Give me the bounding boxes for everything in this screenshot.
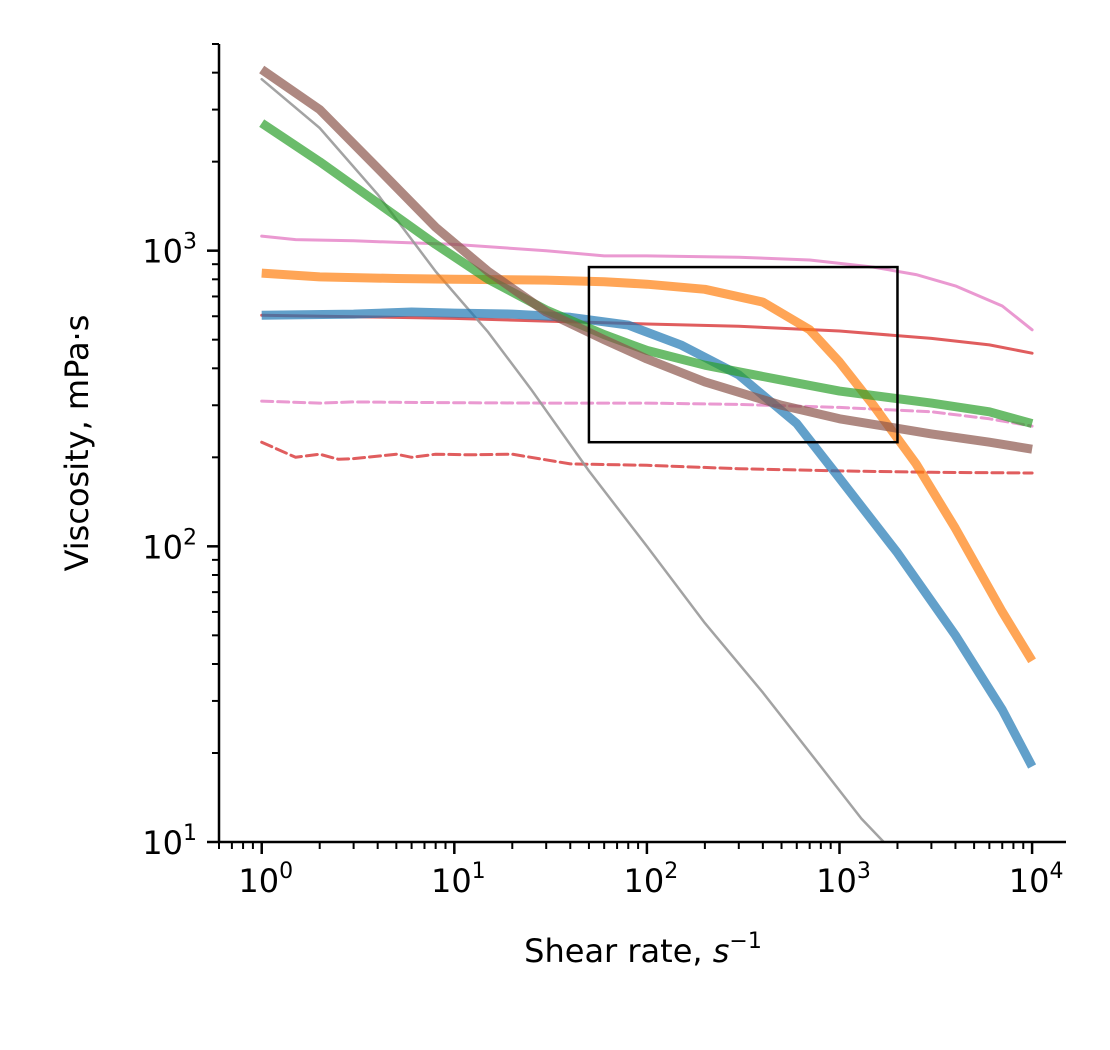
series-layer xyxy=(262,70,1032,848)
y-ticks xyxy=(207,44,219,842)
y-tick-label: 102 xyxy=(142,525,197,566)
y-tick-label: 101 xyxy=(142,821,197,862)
x-tick-label: 102 xyxy=(624,859,679,900)
x-tick-label: 101 xyxy=(431,859,486,900)
y-tick-label: 103 xyxy=(142,230,197,271)
y-axis-label: Viscosity, mPa·s xyxy=(58,315,96,572)
x-tick-label: 100 xyxy=(238,859,293,900)
x-axis-label: Shear rate, s−1 xyxy=(524,929,762,970)
x-tick-label: 103 xyxy=(816,859,871,900)
x-tick-label: 104 xyxy=(1009,859,1064,900)
x-ticks xyxy=(219,842,1032,854)
x-tick-labels: 100 101 102 103 104 xyxy=(238,859,1063,900)
y-tick-labels: 101 102 103 xyxy=(142,230,197,862)
series-brown-thick xyxy=(262,70,1032,450)
series-blue-thick xyxy=(262,312,1032,767)
